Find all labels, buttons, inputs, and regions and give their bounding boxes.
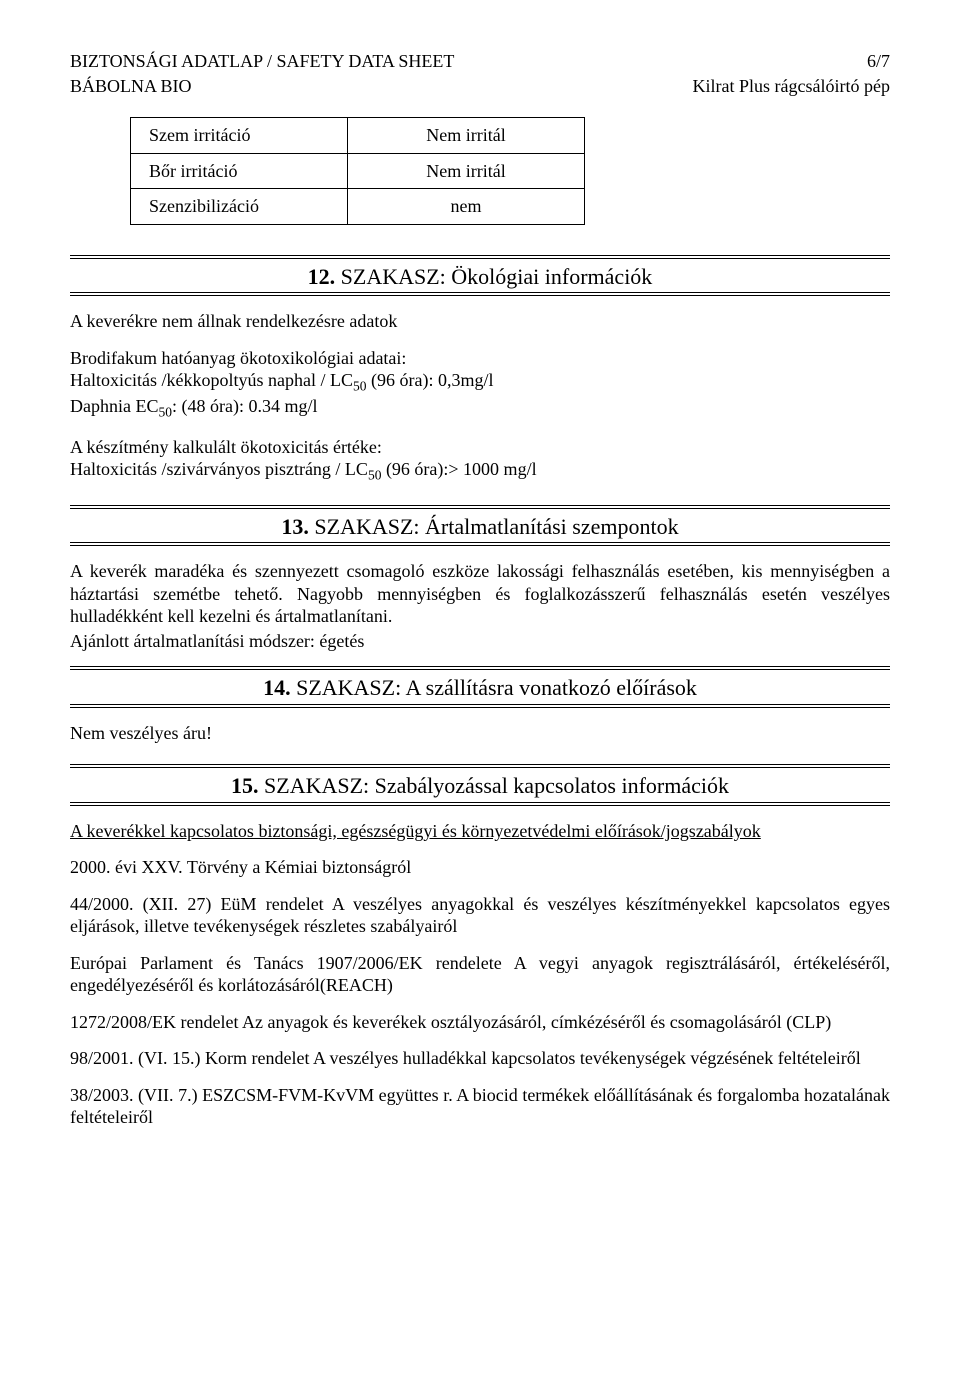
header-row-2: BÁBOLNA BIO Kilrat Plus rágcsálóirtó pép — [70, 75, 890, 98]
text-post: (96 óra): 0,3mg/l — [366, 370, 493, 390]
product-name: Kilrat Plus rágcsálóirtó pép — [693, 75, 890, 98]
s12-block-brodifakum: Brodifakum hatóanyag ökotoxikológiai ada… — [70, 347, 890, 422]
section-heading: SZAKASZ: Ökológiai információk — [341, 264, 653, 289]
company-name: BÁBOLNA BIO — [70, 75, 192, 98]
section-number: 15. — [231, 773, 259, 798]
text-line: Haltoxicitás /kékkopoltyús naphal / LC50… — [70, 370, 493, 390]
s15-p2: 2000. évi XXV. Törvény a Kémiai biztonsá… — [70, 856, 890, 879]
table-row: Bőr irritáció Nem irritál — [131, 153, 585, 189]
cell-value: nem — [348, 189, 585, 225]
cell-value: Nem irritál — [348, 153, 585, 189]
s15-p3: 44/2000. (XII. 27) EüM rendelet A veszél… — [70, 893, 890, 938]
page-number: 6/7 — [867, 50, 890, 73]
section-heading: SZAKASZ: A szállításra vonatkozó előírás… — [296, 675, 697, 700]
doc-title: BIZTONSÁGI ADATLAP / SAFETY DATA SHEET — [70, 50, 454, 73]
subscript: 50 — [353, 379, 367, 394]
section-heading: SZAKASZ: Szabályozással kapcsolatos info… — [264, 773, 729, 798]
text-line: Brodifakum hatóanyag ökotoxikológiai ada… — [70, 348, 406, 368]
text-pre: Haltoxicitás /kékkopoltyús naphal / LC — [70, 370, 353, 390]
s15-p7: 38/2003. (VII. 7.) ESZCSM-FVM-KvVM együt… — [70, 1084, 890, 1129]
subscript: 50 — [158, 405, 172, 420]
section-number: 14. — [263, 675, 291, 700]
underline-text: A keverékkel kapcsolatos biztonsági, egé… — [70, 821, 761, 841]
s15-p5: 1272/2008/EK rendelet Az anyagok és keve… — [70, 1011, 890, 1034]
s13-p1: A keverék maradéka és szennyezett csomag… — [70, 560, 890, 628]
table-row: Szem irritáció Nem irritál — [131, 118, 585, 154]
text-post: : (48 óra): 0.34 mg/l — [172, 396, 317, 416]
section-15-title: 15. SZAKASZ: Szabályozással kapcsolatos … — [70, 764, 890, 806]
irritation-table: Szem irritáció Nem irritál Bőr irritáció… — [130, 117, 585, 225]
table-row: Szenzibilizáció nem — [131, 189, 585, 225]
subscript: 50 — [368, 468, 382, 483]
cell-value: Nem irritál — [348, 118, 585, 154]
section-12-title: 12. SZAKASZ: Ökológiai információk — [70, 255, 890, 297]
section-13-title: 13. SZAKASZ: Ártalmatlanítási szempontok — [70, 505, 890, 547]
text-pre: Daphnia EC — [70, 396, 158, 416]
text-line: A készítmény kalkulált ökotoxicitás érté… — [70, 437, 382, 457]
text-line: Haltoxicitás /szivárványos pisztráng / L… — [70, 459, 537, 479]
cell-label: Szem irritáció — [131, 118, 348, 154]
cell-label: Szenzibilizáció — [131, 189, 348, 225]
s15-p4: Európai Parlament és Tanács 1907/2006/EK… — [70, 952, 890, 997]
s13-p2: Ajánlott ártalmatlanítási módszer: égeté… — [70, 630, 890, 653]
text-post: (96 óra):> 1000 mg/l — [381, 459, 536, 479]
text-line: Daphnia EC50: (48 óra): 0.34 mg/l — [70, 396, 317, 416]
s12-block-calc: A készítmény kalkulált ökotoxicitás érté… — [70, 436, 890, 485]
section-14-title: 14. SZAKASZ: A szállításra vonatkozó elő… — [70, 666, 890, 708]
section-heading: SZAKASZ: Ártalmatlanítási szempontok — [314, 514, 678, 539]
section-number: 13. — [281, 514, 309, 539]
s15-u1: A keverékkel kapcsolatos biztonsági, egé… — [70, 820, 890, 843]
cell-label: Bőr irritáció — [131, 153, 348, 189]
s12-p1: A keverékre nem állnak rendelkezésre ada… — [70, 310, 890, 333]
text-pre: Haltoxicitás /szivárványos pisztráng / L… — [70, 459, 368, 479]
s15-p6: 98/2001. (VI. 15.) Korm rendelet A veszé… — [70, 1047, 890, 1070]
s14-p1: Nem veszélyes áru! — [70, 722, 890, 745]
section-number: 12. — [308, 264, 336, 289]
header-row-1: BIZTONSÁGI ADATLAP / SAFETY DATA SHEET 6… — [70, 50, 890, 73]
